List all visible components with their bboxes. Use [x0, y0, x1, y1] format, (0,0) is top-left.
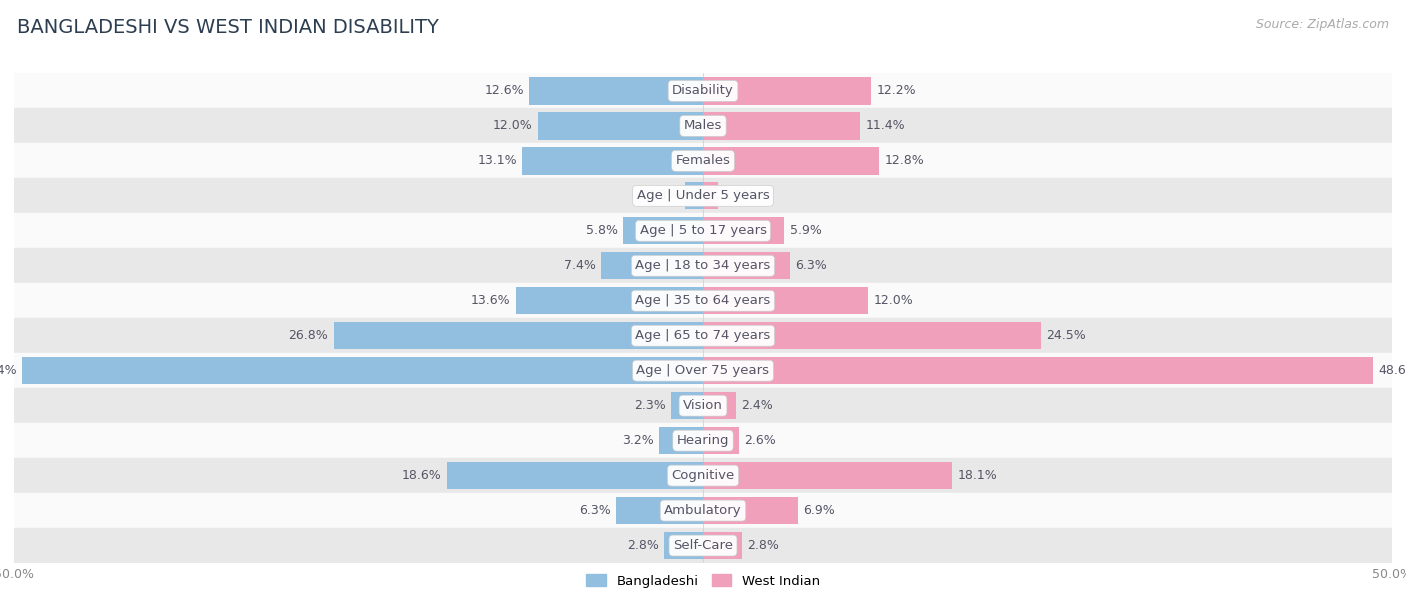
Bar: [14, 248, 1392, 283]
Bar: [703, 462, 952, 489]
Text: 24.5%: 24.5%: [1046, 329, 1085, 342]
Text: 49.4%: 49.4%: [0, 364, 17, 377]
Bar: [523, 147, 703, 174]
Text: 26.8%: 26.8%: [288, 329, 328, 342]
Bar: [685, 182, 703, 209]
Text: Vision: Vision: [683, 399, 723, 412]
Bar: [703, 497, 799, 524]
Bar: [703, 322, 1040, 349]
Bar: [530, 77, 703, 105]
Text: 6.9%: 6.9%: [804, 504, 835, 517]
Text: Age | 65 to 74 years: Age | 65 to 74 years: [636, 329, 770, 342]
Bar: [14, 388, 1392, 423]
Text: 2.3%: 2.3%: [634, 399, 666, 412]
Bar: [14, 178, 1392, 214]
Text: Age | 35 to 64 years: Age | 35 to 64 years: [636, 294, 770, 307]
Bar: [703, 287, 869, 315]
Bar: [703, 252, 790, 280]
Bar: [703, 217, 785, 244]
Text: 18.1%: 18.1%: [957, 469, 998, 482]
Bar: [516, 287, 703, 315]
Text: 12.8%: 12.8%: [884, 154, 925, 167]
Text: 12.0%: 12.0%: [492, 119, 531, 132]
Text: 11.4%: 11.4%: [866, 119, 905, 132]
Bar: [14, 493, 1392, 528]
Bar: [665, 532, 703, 559]
Bar: [623, 217, 703, 244]
Text: 6.3%: 6.3%: [796, 259, 827, 272]
Text: 12.2%: 12.2%: [876, 84, 917, 97]
Bar: [703, 147, 879, 174]
Bar: [600, 252, 703, 280]
Text: 2.4%: 2.4%: [741, 399, 773, 412]
Bar: [659, 427, 703, 454]
Bar: [14, 528, 1392, 563]
Bar: [703, 182, 718, 209]
Bar: [703, 392, 737, 419]
Text: Age | Over 75 years: Age | Over 75 years: [637, 364, 769, 377]
Text: Males: Males: [683, 119, 723, 132]
Text: 12.6%: 12.6%: [484, 84, 524, 97]
Text: 2.8%: 2.8%: [627, 539, 659, 552]
Text: Age | Under 5 years: Age | Under 5 years: [637, 189, 769, 203]
Text: 5.9%: 5.9%: [790, 225, 821, 237]
Text: Self-Care: Self-Care: [673, 539, 733, 552]
Text: Age | 5 to 17 years: Age | 5 to 17 years: [640, 225, 766, 237]
Bar: [616, 497, 703, 524]
Bar: [703, 77, 872, 105]
Bar: [14, 143, 1392, 178]
Text: 6.3%: 6.3%: [579, 504, 610, 517]
Bar: [22, 357, 703, 384]
Bar: [14, 73, 1392, 108]
Text: BANGLADESHI VS WEST INDIAN DISABILITY: BANGLADESHI VS WEST INDIAN DISABILITY: [17, 18, 439, 37]
Bar: [333, 322, 703, 349]
Text: 13.1%: 13.1%: [478, 154, 517, 167]
Text: Hearing: Hearing: [676, 434, 730, 447]
Text: 18.6%: 18.6%: [402, 469, 441, 482]
Bar: [703, 112, 860, 140]
Bar: [537, 112, 703, 140]
Bar: [703, 532, 741, 559]
Bar: [14, 458, 1392, 493]
Text: Females: Females: [675, 154, 731, 167]
Text: 12.0%: 12.0%: [875, 294, 914, 307]
Bar: [14, 353, 1392, 388]
Bar: [14, 108, 1392, 143]
Bar: [14, 423, 1392, 458]
Bar: [671, 392, 703, 419]
Bar: [14, 318, 1392, 353]
Text: 1.3%: 1.3%: [648, 189, 679, 203]
Text: 1.1%: 1.1%: [724, 189, 755, 203]
Bar: [703, 357, 1372, 384]
Text: Ambulatory: Ambulatory: [664, 504, 742, 517]
Bar: [14, 283, 1392, 318]
Legend: Bangladeshi, West Indian: Bangladeshi, West Indian: [581, 569, 825, 593]
Text: 3.2%: 3.2%: [621, 434, 654, 447]
Text: Cognitive: Cognitive: [672, 469, 734, 482]
Text: 2.8%: 2.8%: [747, 539, 779, 552]
Text: 48.6%: 48.6%: [1378, 364, 1406, 377]
Text: Source: ZipAtlas.com: Source: ZipAtlas.com: [1256, 18, 1389, 31]
Text: 5.8%: 5.8%: [585, 225, 617, 237]
Text: 2.6%: 2.6%: [744, 434, 776, 447]
Bar: [447, 462, 703, 489]
Text: 13.6%: 13.6%: [471, 294, 510, 307]
Bar: [14, 214, 1392, 248]
Text: 7.4%: 7.4%: [564, 259, 596, 272]
Bar: [703, 427, 738, 454]
Text: Disability: Disability: [672, 84, 734, 97]
Text: Age | 18 to 34 years: Age | 18 to 34 years: [636, 259, 770, 272]
